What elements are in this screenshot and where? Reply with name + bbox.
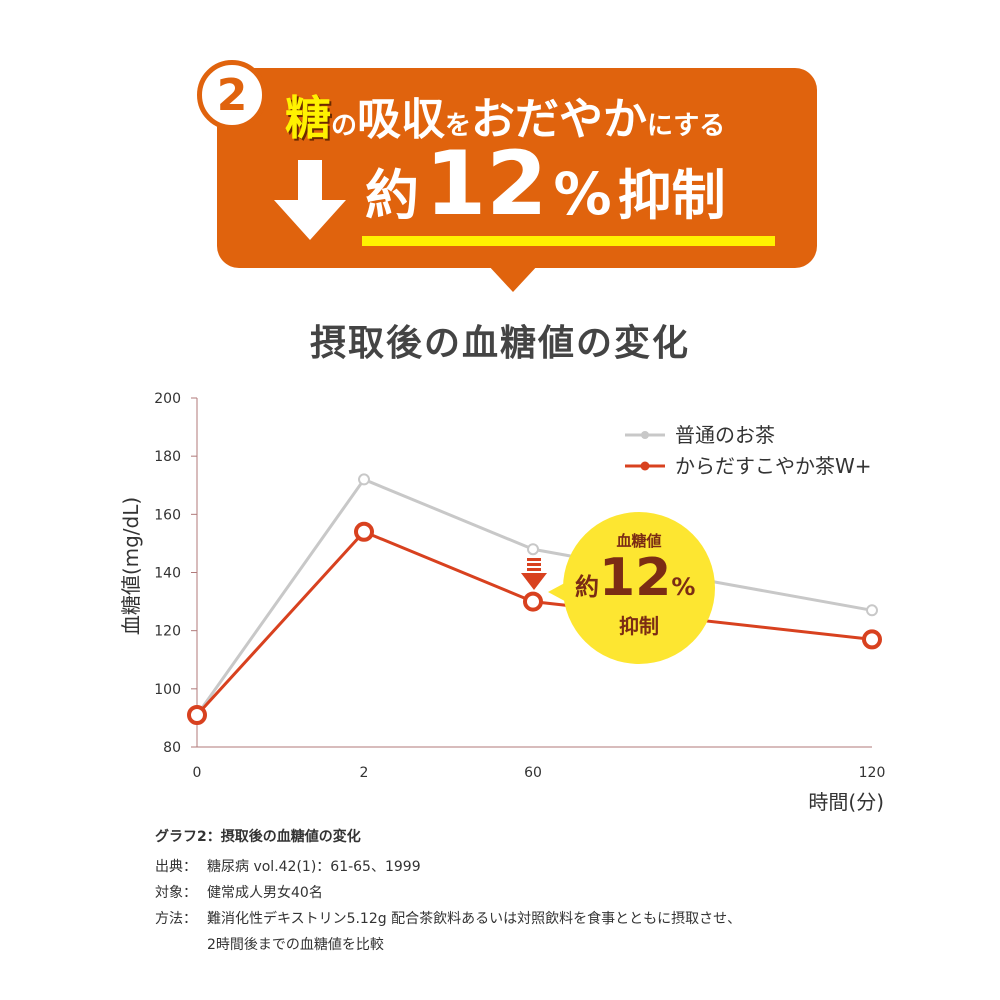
- notes-method-text-continued: 2時間後までの血糖値を比較: [207, 937, 384, 953]
- headline-line2: 約 12 % 抑制: [365, 140, 726, 230]
- y-tick-label: 100: [154, 682, 181, 698]
- headline-percent-sign: %: [553, 160, 612, 228]
- x-axis-label: 時間(分): [808, 790, 884, 814]
- legend-swatch-marker: [641, 431, 649, 439]
- headline-line1: 糖の吸収をおだやかにする: [285, 82, 725, 148]
- down-arrow-icon: [274, 160, 346, 240]
- notes-method-row: 方法： 難消化性デキストリン5.12g 配合茶飲料あるいは対照飲料を食事とともに…: [155, 908, 741, 928]
- data-point-karadasukoyaka: [187, 705, 207, 726]
- headline-approx: 約: [365, 164, 419, 227]
- headline-suppression: 抑制: [617, 164, 726, 227]
- legend-swatch-marker: [640, 461, 650, 471]
- notes-title: グラフ2：摂取後の血糖値の変化: [155, 829, 361, 845]
- callout-number: 12: [599, 548, 672, 608]
- x-tick-label: 60: [524, 765, 542, 781]
- notes-subject-row: 対象： 健常成人男女40名: [155, 882, 741, 902]
- data-point-regular-tea: [527, 543, 539, 556]
- notes-source-label: 出典：: [155, 859, 197, 875]
- callout-percent-sign: %: [671, 573, 696, 601]
- callout-blood-sugar: 血糖値: [616, 532, 662, 550]
- notes-subject-text: 健常成人男女40名: [207, 885, 323, 901]
- legend-label: からだすこやか茶W+: [675, 454, 872, 478]
- y-tick-label: 120: [154, 624, 181, 640]
- headline-particle-wo: を: [445, 111, 472, 141]
- data-point-karadasukoyaka: [523, 591, 543, 612]
- x-axis-ticks: 0 2 60 120: [193, 765, 886, 781]
- x-tick-label: 2: [360, 765, 369, 781]
- y-axis-ticks: 80 100 120 140 160 180 200: [154, 391, 197, 756]
- notes-method-text: 難消化性デキストリン5.12g 配合茶飲料あるいは対照飲料を食事とともに摂取させ…: [207, 911, 742, 927]
- headline-bubble-tail: [487, 264, 539, 292]
- notes-source-row: 出典： 糖尿病 vol.42(1)：61-65、1999: [155, 856, 741, 876]
- data-point-regular-tea: [358, 473, 370, 486]
- y-tick-label: 80: [163, 740, 181, 756]
- red-down-arrow-icon: [521, 558, 547, 590]
- headline-underline: [362, 236, 775, 246]
- x-tick-label: 120: [859, 765, 886, 781]
- chart-series: [187, 473, 882, 726]
- callout-suppression: 抑制: [619, 614, 659, 638]
- chart-title: 摂取後の血糖値の変化: [309, 323, 690, 364]
- chart-notes: グラフ2：摂取後の血糖値の変化 出典： 糖尿病 vol.42(1)：61-65、…: [155, 826, 741, 954]
- callout-approx: 約: [575, 573, 599, 601]
- line-chart: 80 100 120 140 160 180 200 0 2 60 120 普通のお茶からだすこや…: [119, 391, 886, 814]
- y-tick-label: 200: [154, 391, 181, 407]
- headline-absorption: 吸収: [357, 94, 446, 145]
- y-tick-label: 160: [154, 507, 181, 523]
- headline-gentle: おだやか: [471, 94, 648, 145]
- notes-subject-label: 対象：: [155, 885, 197, 901]
- data-point-karadasukoyaka: [862, 629, 882, 650]
- callout-circle: [563, 512, 715, 664]
- headline-suffix: にする: [647, 111, 726, 141]
- headline-particle-no: の: [331, 111, 358, 141]
- notes-source-text: 糖尿病 vol.42(1)：61-65、1999: [207, 859, 421, 875]
- point-number-badge: 2: [197, 60, 267, 130]
- data-point-regular-tea: [866, 604, 878, 617]
- notes-method-label: 方法：: [155, 911, 197, 927]
- data-point-karadasukoyaka: [354, 521, 374, 542]
- y-tick-label: 140: [154, 566, 181, 582]
- headline-percent-number: 12: [425, 132, 548, 235]
- callout-percent: 約 12 %: [575, 552, 695, 604]
- y-axis-label: 血糖値(mg/dL): [119, 497, 143, 635]
- headline-sugar-kanji: 糖: [285, 91, 331, 145]
- y-tick-label: 180: [154, 449, 181, 465]
- x-tick-label: 0: [193, 765, 202, 781]
- legend-label: 普通のお茶: [675, 423, 775, 447]
